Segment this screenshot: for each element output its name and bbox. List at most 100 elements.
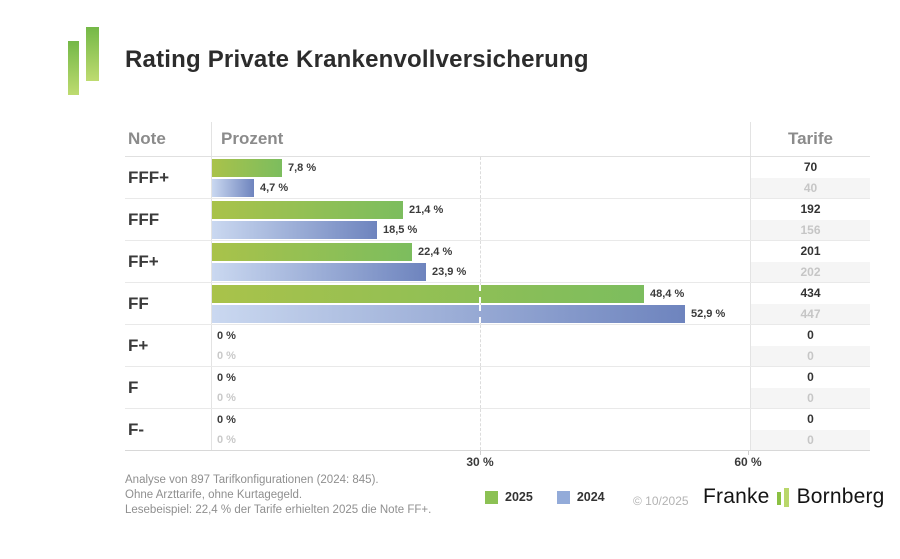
tarife-value-2024: 0 bbox=[751, 429, 870, 450]
bar-2025 bbox=[212, 285, 644, 303]
bar-2024 bbox=[212, 221, 377, 239]
note-label: F+ bbox=[128, 335, 149, 355]
table-row: FFF+ 7,8 % 4,7 % 70 40 bbox=[125, 157, 870, 199]
brand-wordmark: Franke Bornberg bbox=[703, 485, 885, 509]
tarife-value-2024: 447 bbox=[751, 303, 870, 324]
brand-logo-icon bbox=[776, 486, 790, 508]
tarife-value-2024: 0 bbox=[751, 345, 870, 366]
bar-2025 bbox=[212, 201, 403, 219]
copyright-text: © 10/2025 bbox=[633, 494, 689, 508]
logo-bar-right bbox=[86, 27, 99, 81]
column-header-tarife: Tarife bbox=[787, 129, 834, 148]
page-title: Rating Private Krankenvollversicherung bbox=[125, 46, 589, 73]
bar-value-label: 22,4 % bbox=[418, 246, 453, 258]
footnote: Analyse von 897 Tarifkonfigurationen (20… bbox=[125, 473, 431, 518]
bar-row-2025: 7,8 % bbox=[212, 159, 750, 177]
x-axis: 30 % 60 % bbox=[125, 451, 870, 475]
bar-2024 bbox=[212, 263, 426, 281]
footnote-line: Ohne Arzttarife, ohne Kurtagegeld. bbox=[125, 489, 303, 501]
column-header-prozent: Prozent bbox=[211, 122, 751, 156]
tarife-cell: 434 447 bbox=[751, 283, 870, 324]
bar-row-2025: 0 % bbox=[212, 411, 750, 429]
bar-value-label: 52,9 % bbox=[691, 308, 726, 320]
note-label: FFF bbox=[128, 209, 160, 229]
note-label: FF bbox=[128, 293, 149, 313]
bar-value-label: 0 % bbox=[217, 372, 236, 384]
tarife-value-2025: 192 bbox=[800, 202, 821, 217]
bar-2024 bbox=[212, 179, 254, 197]
bar-2025 bbox=[212, 159, 282, 177]
plot-area: 22,4 % 23,9 % bbox=[211, 241, 751, 282]
axis-tick-label: 60 % bbox=[734, 455, 762, 469]
tarife-cell: 201 202 bbox=[751, 241, 870, 282]
logo-bar-left bbox=[68, 41, 79, 95]
bar-value-label: 0 % bbox=[217, 434, 236, 446]
bar-row-2024: 0 % bbox=[212, 431, 750, 449]
tarife-value-2025: 434 bbox=[800, 286, 821, 301]
bar-value-label: 7,8 % bbox=[288, 162, 317, 174]
rating-table: Note Prozent Tarife FFF+ 7,8 % 4,7 % 70 40 FF… bbox=[125, 122, 870, 475]
bar-row-2024: 18,5 % bbox=[212, 221, 750, 239]
bar-value-label: 18,5 % bbox=[383, 224, 418, 236]
tarife-value-2024: 156 bbox=[751, 219, 870, 240]
bar-2025 bbox=[212, 243, 412, 261]
legend-swatch-2024 bbox=[556, 490, 570, 504]
brand-name-second: Bornberg bbox=[796, 485, 885, 508]
bar-row-2025: 0 % bbox=[212, 327, 750, 345]
tarife-value-2024: 40 bbox=[751, 177, 870, 198]
bar-row-2024: 52,9 % bbox=[212, 305, 750, 323]
bar-value-label: 4,7 % bbox=[260, 182, 289, 194]
bar-row-2024: 23,9 % bbox=[212, 263, 750, 281]
footnote-line: Lesebeispiel: 22,4 % der Tarife erhielte… bbox=[125, 504, 432, 516]
table-row: FF+ 22,4 % 23,9 % 201 202 bbox=[125, 241, 870, 283]
tarife-value-2025: 0 bbox=[807, 412, 814, 427]
table-row: F+ 0 % 0 % 0 0 bbox=[125, 325, 870, 367]
brand-logo-bar-left bbox=[776, 492, 781, 505]
column-header-note: Note bbox=[128, 129, 166, 148]
plot-area: 21,4 % 18,5 % bbox=[211, 199, 751, 240]
legend-label: 2025 bbox=[505, 490, 533, 504]
plot-area: 0 % 0 % bbox=[211, 409, 751, 450]
bar-value-label: 0 % bbox=[217, 414, 236, 426]
note-label: FF+ bbox=[128, 251, 159, 271]
bar-row-2024: 4,7 % bbox=[212, 179, 750, 197]
bar-row-2024: 0 % bbox=[212, 389, 750, 407]
legend-item-2024: 2024 bbox=[556, 490, 605, 504]
tarife-value-2025: 0 bbox=[807, 370, 814, 385]
table-row: F- 0 % 0 % 0 0 bbox=[125, 409, 870, 451]
tarife-value-2025: 70 bbox=[803, 160, 818, 175]
axis-tick-label: 30 % bbox=[466, 455, 494, 469]
table-row: FF 48,4 % 52,9 % 434 447 bbox=[125, 283, 870, 325]
footnote-line: Analyse von 897 Tarifkonfigurationen (20… bbox=[125, 474, 379, 486]
plot-area: 7,8 % 4,7 % bbox=[211, 157, 751, 198]
note-label: F bbox=[128, 377, 139, 397]
table-body: FFF+ 7,8 % 4,7 % 70 40 FFF 21,4 % 18,5 % 192 156 F… bbox=[125, 157, 870, 451]
table-row: FFF 21,4 % 18,5 % 192 156 bbox=[125, 199, 870, 241]
legend-label: 2024 bbox=[576, 490, 605, 504]
chart-legend: 2025 2024 bbox=[485, 490, 605, 504]
bar-value-label: 48,4 % bbox=[650, 288, 685, 300]
axis-tick-mark bbox=[480, 451, 481, 455]
note-label: F- bbox=[128, 419, 145, 439]
bar-value-label: 0 % bbox=[217, 330, 236, 342]
bar-value-label: 0 % bbox=[217, 392, 236, 404]
tarife-cell: 192 156 bbox=[751, 199, 870, 240]
bar-value-label: 0 % bbox=[217, 350, 236, 362]
bar-row-2025: 22,4 % bbox=[212, 243, 750, 261]
axis-tick-mark bbox=[748, 451, 749, 455]
table-header-row: Note Prozent Tarife bbox=[125, 122, 870, 157]
company-logo-icon bbox=[68, 27, 100, 96]
table-row: F 0 % 0 % 0 0 bbox=[125, 367, 870, 409]
bar-row-2024: 0 % bbox=[212, 347, 750, 365]
bar-row-2025: 21,4 % bbox=[212, 201, 750, 219]
bar-row-2025: 48,4 % bbox=[212, 285, 750, 303]
plot-area: 0 % 0 % bbox=[211, 325, 751, 366]
brand-logo-bar-right bbox=[783, 488, 789, 507]
brand-name-first: Franke bbox=[703, 485, 770, 508]
tarife-cell: 70 40 bbox=[751, 157, 870, 198]
bar-value-label: 21,4 % bbox=[409, 204, 444, 216]
note-label: FFF+ bbox=[128, 167, 170, 187]
